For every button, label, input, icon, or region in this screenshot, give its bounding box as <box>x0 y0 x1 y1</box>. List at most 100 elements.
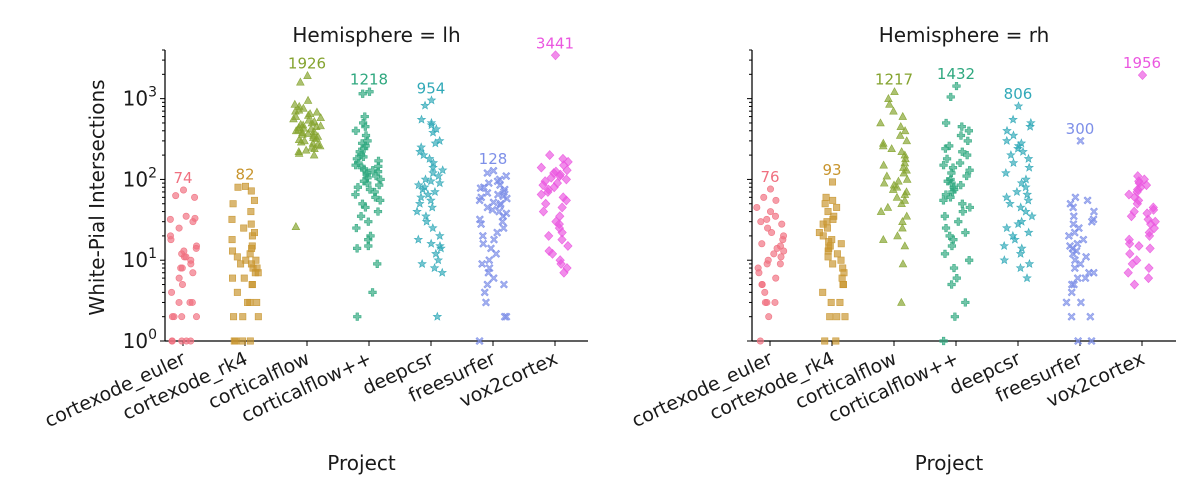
data-point <box>499 280 508 289</box>
data-point <box>1016 178 1027 188</box>
data-point <box>545 150 555 161</box>
data-point <box>240 274 248 282</box>
data-point <box>758 281 766 289</box>
data-point <box>416 142 426 152</box>
data-point <box>890 87 899 96</box>
data-point <box>1023 195 1034 205</box>
data-point <box>961 228 970 237</box>
data-point <box>175 224 183 232</box>
data-point <box>965 256 974 265</box>
data-point <box>476 184 485 193</box>
data-point <box>776 260 784 268</box>
data-point <box>418 150 429 160</box>
data-point <box>433 171 444 181</box>
series-freesurfer <box>475 166 511 346</box>
data-point <box>358 89 367 98</box>
data-point <box>252 256 260 264</box>
data-point <box>351 190 360 199</box>
data-point <box>893 231 902 240</box>
data-point <box>949 263 959 273</box>
data-point <box>778 220 786 228</box>
data-point <box>1070 228 1079 237</box>
data-point <box>291 126 301 135</box>
data-point <box>168 337 176 345</box>
data-point <box>832 337 840 345</box>
data-point <box>828 178 836 186</box>
data-point <box>233 253 241 261</box>
data-point <box>829 260 837 268</box>
data-point <box>242 256 250 264</box>
max-value-label: 93 <box>822 161 841 179</box>
data-point <box>434 178 445 188</box>
data-point <box>1125 248 1135 259</box>
data-point <box>303 95 313 104</box>
data-point <box>477 220 486 229</box>
data-point <box>755 269 763 277</box>
data-point <box>291 222 301 230</box>
data-point <box>900 126 910 135</box>
data-point <box>763 215 771 223</box>
data-point <box>1071 193 1080 202</box>
data-point <box>254 313 262 321</box>
data-point <box>416 192 426 202</box>
data-point <box>819 288 827 296</box>
data-point <box>1132 198 1142 209</box>
data-point <box>246 250 254 258</box>
max-value-label: 1432 <box>937 65 975 83</box>
series-corticalflow++ <box>939 81 974 346</box>
data-point <box>1015 248 1026 258</box>
data-point <box>952 274 961 283</box>
data-point <box>841 313 849 321</box>
data-point <box>368 288 377 297</box>
data-point <box>191 193 199 201</box>
data-point <box>756 337 764 345</box>
data-point <box>420 100 430 110</box>
data-point <box>1008 157 1019 168</box>
data-point <box>356 212 366 221</box>
data-point <box>502 194 511 203</box>
data-point <box>876 118 885 127</box>
data-point <box>764 224 772 232</box>
data-point <box>1002 135 1012 145</box>
data-point <box>952 81 961 91</box>
data-point <box>254 269 262 277</box>
data-point <box>899 168 909 177</box>
data-point <box>837 240 845 248</box>
data-point <box>167 236 175 244</box>
data-point <box>999 240 1009 251</box>
data-point <box>538 180 548 191</box>
data-point <box>563 156 573 167</box>
series-cortexode_euler <box>166 186 201 345</box>
data-point <box>233 288 241 296</box>
data-point <box>1070 264 1079 273</box>
data-point <box>948 163 958 172</box>
data-point <box>1148 204 1159 215</box>
max-value-label: 1217 <box>875 71 913 89</box>
data-point <box>946 193 955 202</box>
data-point <box>296 77 305 86</box>
data-point <box>483 203 492 212</box>
data-point <box>359 152 368 162</box>
data-point <box>1023 227 1034 237</box>
data-point <box>375 181 384 190</box>
data-point <box>1126 211 1137 222</box>
data-point <box>889 106 898 115</box>
data-point <box>962 171 971 181</box>
data-point <box>758 240 766 248</box>
data-point <box>1027 211 1037 221</box>
series-cortexode_euler <box>753 185 788 345</box>
data-point <box>412 206 422 216</box>
data-point <box>946 92 955 102</box>
data-point <box>475 336 484 346</box>
data-point <box>187 260 195 268</box>
y-tick-label: 102 <box>123 165 157 191</box>
data-point <box>489 166 498 175</box>
data-point <box>1024 258 1035 268</box>
data-point <box>942 154 952 163</box>
data-point <box>247 220 255 228</box>
data-point <box>499 224 508 233</box>
data-point <box>1145 243 1155 254</box>
data-point <box>536 162 546 173</box>
data-point <box>376 175 385 184</box>
data-point <box>298 129 307 138</box>
